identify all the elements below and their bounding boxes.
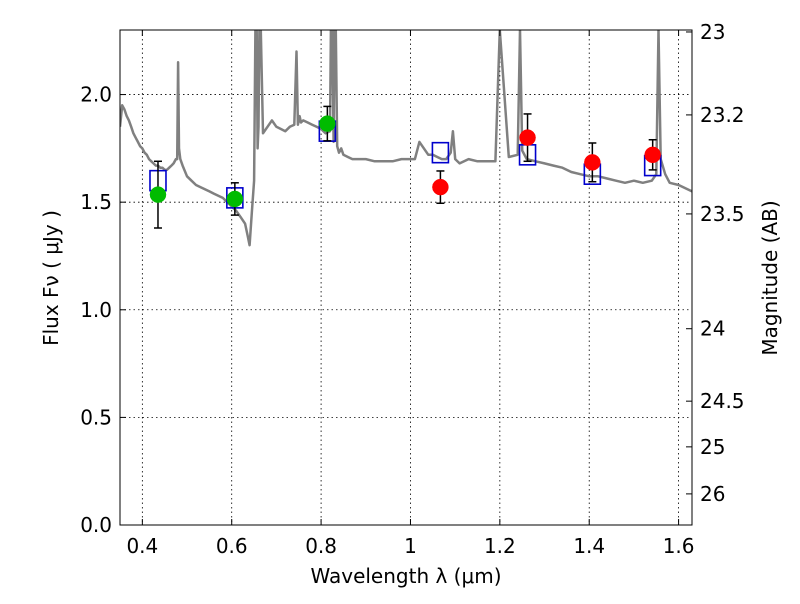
axis-ticks: 0.4 0.6 0.8 1 1.2 1.4 1.6 0.0 0.5 1.0 1.5 2.0 23 23.2… [80, 20, 744, 558]
plot-frame [119, 29, 693, 526]
optical-point [319, 115, 336, 132]
x-axis-title: Wavelength λ (μm) [310, 564, 501, 588]
y-tick-label: 1.5 [80, 190, 112, 214]
y-tick-label: 0.0 [80, 513, 112, 537]
x-tick-label: 1.6 [663, 534, 695, 558]
y-axis-title: Flux Fν ( μJy ) [39, 210, 63, 346]
y-tick-label: 0.5 [80, 405, 112, 429]
x-tick-label: 0.4 [126, 534, 158, 558]
nir-point [519, 129, 536, 146]
nir-point [584, 154, 601, 171]
x-tick-label: 0.8 [305, 534, 337, 558]
model-flux-square [431, 141, 450, 164]
y2-tick-label: 26 [700, 482, 725, 506]
x-tick-label: 1 [404, 534, 417, 558]
y2-tick-label: 24.5 [700, 389, 745, 413]
x-tick-label: 1.4 [573, 534, 605, 558]
y2-tick-label: 23.5 [700, 202, 745, 226]
nir-point [432, 178, 449, 196]
data-marks [149, 105, 662, 229]
y-tick-label: 1.0 [80, 298, 112, 322]
y2-axis-title: Magnitude (AB) [758, 200, 782, 355]
y2-tick-label: 23 [700, 20, 725, 44]
y2-tick-label: 23.2 [700, 103, 745, 127]
y2-tick-label: 25 [700, 435, 725, 459]
model-sed-line [120, 30, 692, 247]
x-tick-label: 0.6 [216, 534, 248, 558]
optical-point [226, 190, 244, 208]
y2-tick-label: 24 [700, 317, 725, 341]
optical-point [149, 186, 167, 203]
nir-point [644, 146, 661, 164]
x-tick-label: 1.2 [484, 534, 516, 558]
y-tick-label: 2.0 [80, 83, 112, 107]
